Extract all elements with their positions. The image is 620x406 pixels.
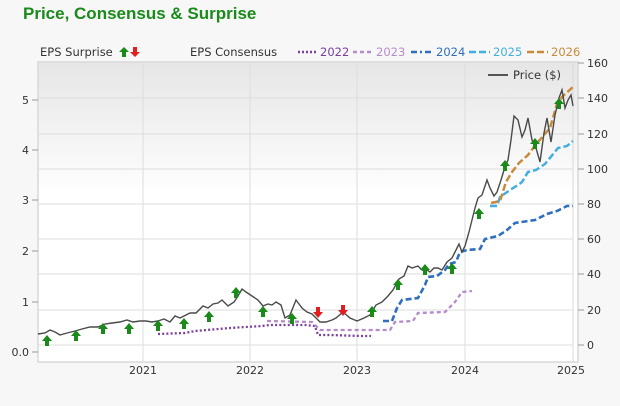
series-2024 xyxy=(383,204,573,323)
svg-text:2022: 2022 xyxy=(320,45,349,59)
svg-text:0: 0 xyxy=(587,339,594,352)
x-axis: 2021 2022 2023 2024 2025 xyxy=(129,364,585,377)
svg-text:2021: 2021 xyxy=(129,364,157,377)
svg-text:80: 80 xyxy=(587,198,601,211)
chart-title: Price, Consensus & Surprise xyxy=(23,4,257,23)
svg-text:2024: 2024 xyxy=(451,364,479,377)
svg-text:160: 160 xyxy=(587,57,608,70)
left-axis: 0.0 1 2 3 4 5 xyxy=(12,94,30,359)
surprise-up-arrows xyxy=(42,98,564,346)
svg-text:40: 40 xyxy=(587,268,601,281)
svg-text:2024: 2024 xyxy=(436,45,465,59)
series-2022 xyxy=(157,323,371,338)
svg-text:60: 60 xyxy=(587,233,601,246)
svg-text:2025: 2025 xyxy=(557,364,585,377)
svg-text:2023: 2023 xyxy=(343,364,371,377)
series-2023 xyxy=(266,289,473,332)
svg-text:140: 140 xyxy=(587,92,608,105)
svg-text:4: 4 xyxy=(22,144,29,157)
price-line xyxy=(37,87,574,336)
svg-text:120: 120 xyxy=(587,128,608,141)
legend: EPS Surprise EPS Consensus 2022 2023 202… xyxy=(40,45,580,82)
gridlines xyxy=(38,62,573,362)
svg-text:2025: 2025 xyxy=(493,45,522,59)
up-arrow-icon xyxy=(119,47,129,57)
surprise-down-arrows xyxy=(313,305,348,318)
svg-text:2023: 2023 xyxy=(376,45,405,59)
svg-text:100: 100 xyxy=(587,163,608,176)
svg-text:1: 1 xyxy=(22,296,29,309)
down-arrow-icon xyxy=(130,47,140,57)
svg-text:2: 2 xyxy=(22,245,29,258)
right-axis: 0 20 40 60 80 100 120 140 160 xyxy=(587,57,608,352)
svg-text:20: 20 xyxy=(587,304,601,317)
svg-text:2022: 2022 xyxy=(236,364,264,377)
svg-text:2026: 2026 xyxy=(551,45,580,59)
svg-text:3: 3 xyxy=(22,194,29,207)
svg-text:EPS Consensus: EPS Consensus xyxy=(190,45,277,59)
svg-text:5: 5 xyxy=(22,94,29,107)
svg-text:Price ($): Price ($) xyxy=(513,68,561,82)
svg-text:EPS Surprise: EPS Surprise xyxy=(40,45,113,59)
plot-area xyxy=(37,61,579,363)
svg-text:0.0: 0.0 xyxy=(12,346,30,359)
